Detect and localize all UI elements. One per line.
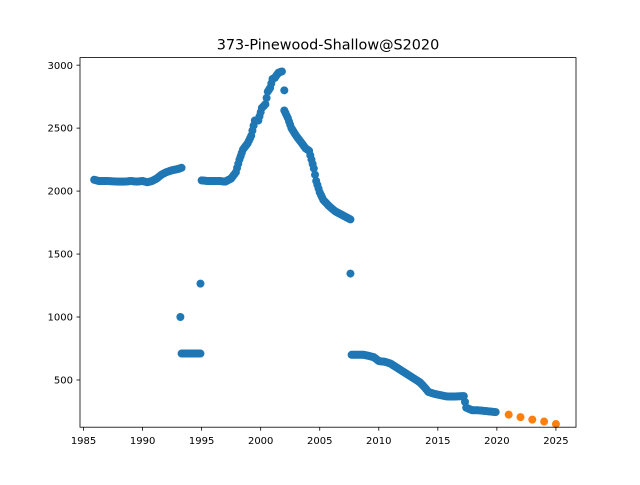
y-tick-label: 2500 bbox=[48, 124, 73, 135]
chart-title: 373-Pinewood-Shallow@S2020 bbox=[217, 38, 440, 54]
forecast-point bbox=[551, 420, 560, 429]
observed-point bbox=[196, 279, 205, 288]
x-tick-label: 2010 bbox=[366, 436, 391, 447]
y-tick-label: 2000 bbox=[48, 187, 73, 198]
x-tick-label: 1990 bbox=[130, 436, 155, 447]
y-axis-ticks: 500 1000 1500 2000 2500 3000 bbox=[48, 61, 80, 387]
x-tick-label: 2015 bbox=[425, 436, 450, 447]
observed-point bbox=[176, 313, 185, 322]
y-tick-label: 500 bbox=[54, 376, 73, 387]
observed-point bbox=[280, 86, 289, 95]
x-axis-ticks: 1985 1990 1995 2000 2005 2010 2015 2020 2025 bbox=[71, 427, 569, 447]
forecast-point bbox=[528, 415, 537, 424]
y-tick-label: 1500 bbox=[48, 250, 73, 261]
x-tick-label: 2020 bbox=[484, 436, 509, 447]
y-tick-label: 1000 bbox=[48, 313, 73, 324]
forecast-point bbox=[540, 417, 549, 426]
observed-point bbox=[491, 408, 500, 417]
observed-point bbox=[261, 100, 270, 109]
x-tick-label: 2000 bbox=[248, 436, 273, 447]
forecast-point bbox=[504, 410, 513, 419]
data-points bbox=[90, 67, 560, 429]
observed-point bbox=[277, 67, 286, 76]
observed-point bbox=[177, 163, 186, 172]
x-tick-label: 2025 bbox=[543, 436, 568, 447]
observed-point bbox=[346, 269, 355, 278]
observed-point bbox=[196, 349, 205, 358]
x-tick-label: 2005 bbox=[307, 436, 332, 447]
observed-point bbox=[346, 215, 355, 224]
observed-point bbox=[262, 93, 271, 102]
observed-point bbox=[311, 170, 320, 179]
forecast-point bbox=[516, 413, 525, 422]
plot-frame bbox=[79, 57, 577, 428]
x-tick-label: 1985 bbox=[71, 436, 96, 447]
x-tick-label: 1995 bbox=[189, 436, 214, 447]
y-tick-label: 3000 bbox=[48, 61, 73, 72]
observed-point bbox=[309, 164, 318, 173]
